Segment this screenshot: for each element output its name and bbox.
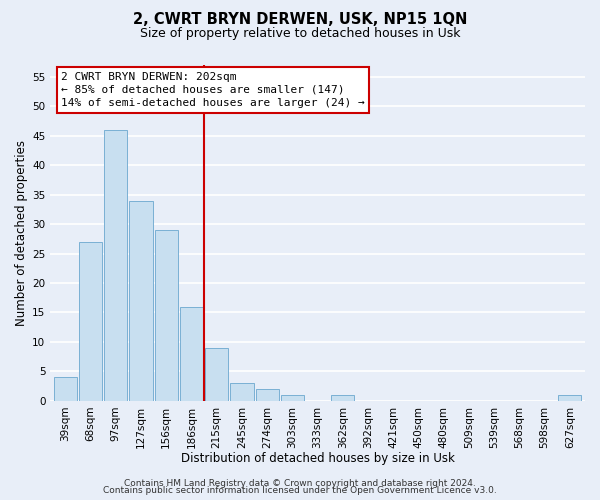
Text: 2 CWRT BRYN DERWEN: 202sqm
← 85% of detached houses are smaller (147)
14% of sem: 2 CWRT BRYN DERWEN: 202sqm ← 85% of deta…: [61, 72, 365, 108]
Text: Size of property relative to detached houses in Usk: Size of property relative to detached ho…: [140, 28, 460, 40]
Bar: [331, 395, 355, 401]
Bar: [54, 378, 77, 401]
Bar: [130, 200, 152, 401]
Bar: [230, 383, 254, 401]
Text: Contains public sector information licensed under the Open Government Licence v3: Contains public sector information licen…: [103, 486, 497, 495]
Bar: [205, 348, 229, 401]
Bar: [180, 306, 203, 401]
X-axis label: Distribution of detached houses by size in Usk: Distribution of detached houses by size …: [181, 452, 455, 465]
Bar: [281, 395, 304, 401]
Bar: [79, 242, 102, 401]
Text: Contains HM Land Registry data © Crown copyright and database right 2024.: Contains HM Land Registry data © Crown c…: [124, 478, 476, 488]
Bar: [155, 230, 178, 401]
Y-axis label: Number of detached properties: Number of detached properties: [15, 140, 28, 326]
Bar: [104, 130, 127, 401]
Text: 2, CWRT BRYN DERWEN, USK, NP15 1QN: 2, CWRT BRYN DERWEN, USK, NP15 1QN: [133, 12, 467, 28]
Bar: [256, 389, 279, 401]
Bar: [558, 395, 581, 401]
